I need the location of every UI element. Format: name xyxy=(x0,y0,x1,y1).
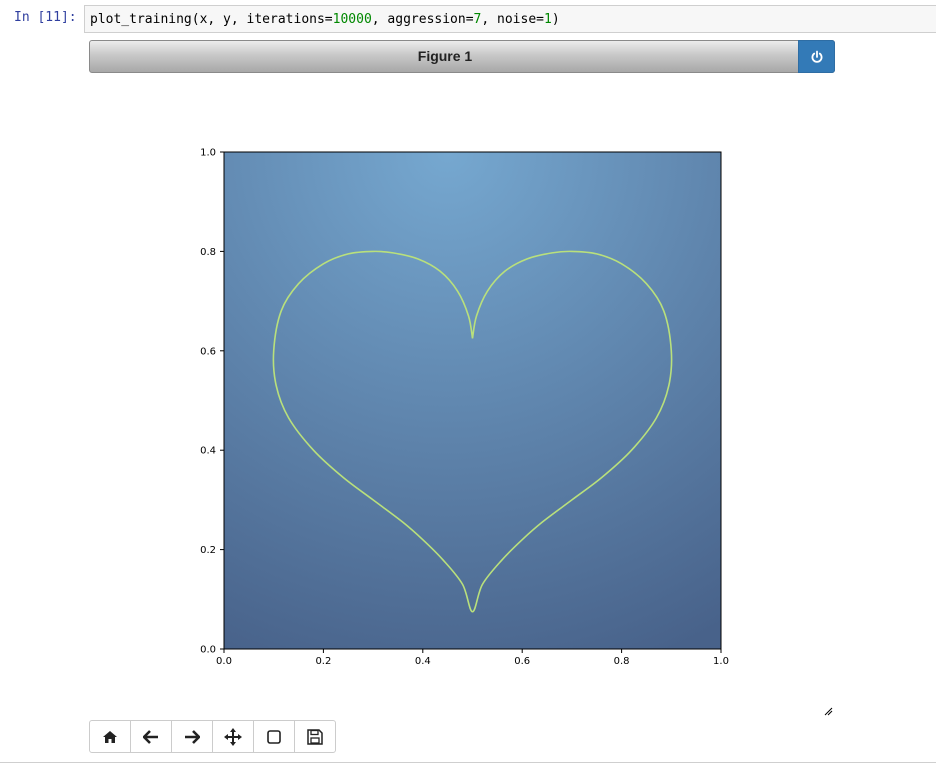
y-tick-label: 0.2 xyxy=(200,545,216,556)
code-number: 10000 xyxy=(332,12,372,27)
code-text: ) xyxy=(551,12,560,27)
figure-header: Figure 1 xyxy=(89,40,835,73)
home-icon xyxy=(103,730,117,743)
figure-title: Figure 1 xyxy=(417,48,473,64)
back-button[interactable] xyxy=(130,720,172,753)
plot-area xyxy=(223,151,722,650)
y-tick-label: 0.8 xyxy=(200,247,216,258)
home-button[interactable] xyxy=(89,720,131,753)
arrow-right-icon xyxy=(185,729,200,744)
y-tick-label: 0.4 xyxy=(200,446,216,457)
forward-button[interactable] xyxy=(171,720,213,753)
arrow-left-icon xyxy=(143,729,158,744)
cell-divider xyxy=(0,762,936,763)
resize-handle-icon[interactable] xyxy=(823,706,833,716)
power-icon xyxy=(811,50,822,63)
x-tick-label: 1.0 xyxy=(713,656,729,667)
code-text: , aggression= xyxy=(371,12,474,27)
x-tick-label: 0.0 xyxy=(216,656,232,667)
y-tick-label: 1.0 xyxy=(200,148,216,159)
series-line xyxy=(272,250,673,613)
chart: 0.0 0.2 0.4 0.6 0.8 1.0 0.0 0.2 0.4 0.6 0.8 1.0 xyxy=(200,148,729,668)
code-input[interactable]: plot_training(x, y, iterations=10000, ag… xyxy=(84,5,936,33)
cell-prompt: In [11]: xyxy=(14,10,77,25)
close-figure-button[interactable] xyxy=(798,40,835,73)
x-tick-label: 0.4 xyxy=(415,656,431,667)
y-tick-label: 0.0 xyxy=(200,645,216,656)
zoom-button[interactable] xyxy=(253,720,295,753)
code-text: , noise= xyxy=(481,12,544,27)
code-text: plot_training(x, y, iterations= xyxy=(90,12,333,27)
square-icon xyxy=(267,729,281,744)
floppy-disk-icon xyxy=(307,728,323,745)
y-tick-label: 0.6 xyxy=(200,346,216,357)
code-number: 1 xyxy=(543,12,552,27)
figure-toolbar xyxy=(89,720,336,753)
save-button[interactable] xyxy=(294,720,336,753)
x-tick-label: 0.6 xyxy=(514,656,530,667)
pan-button[interactable] xyxy=(212,720,254,753)
x-tick-label: 0.2 xyxy=(315,656,331,667)
code-number: 7 xyxy=(473,12,482,27)
move-icon xyxy=(224,727,242,746)
x-tick-label: 0.8 xyxy=(614,656,630,667)
